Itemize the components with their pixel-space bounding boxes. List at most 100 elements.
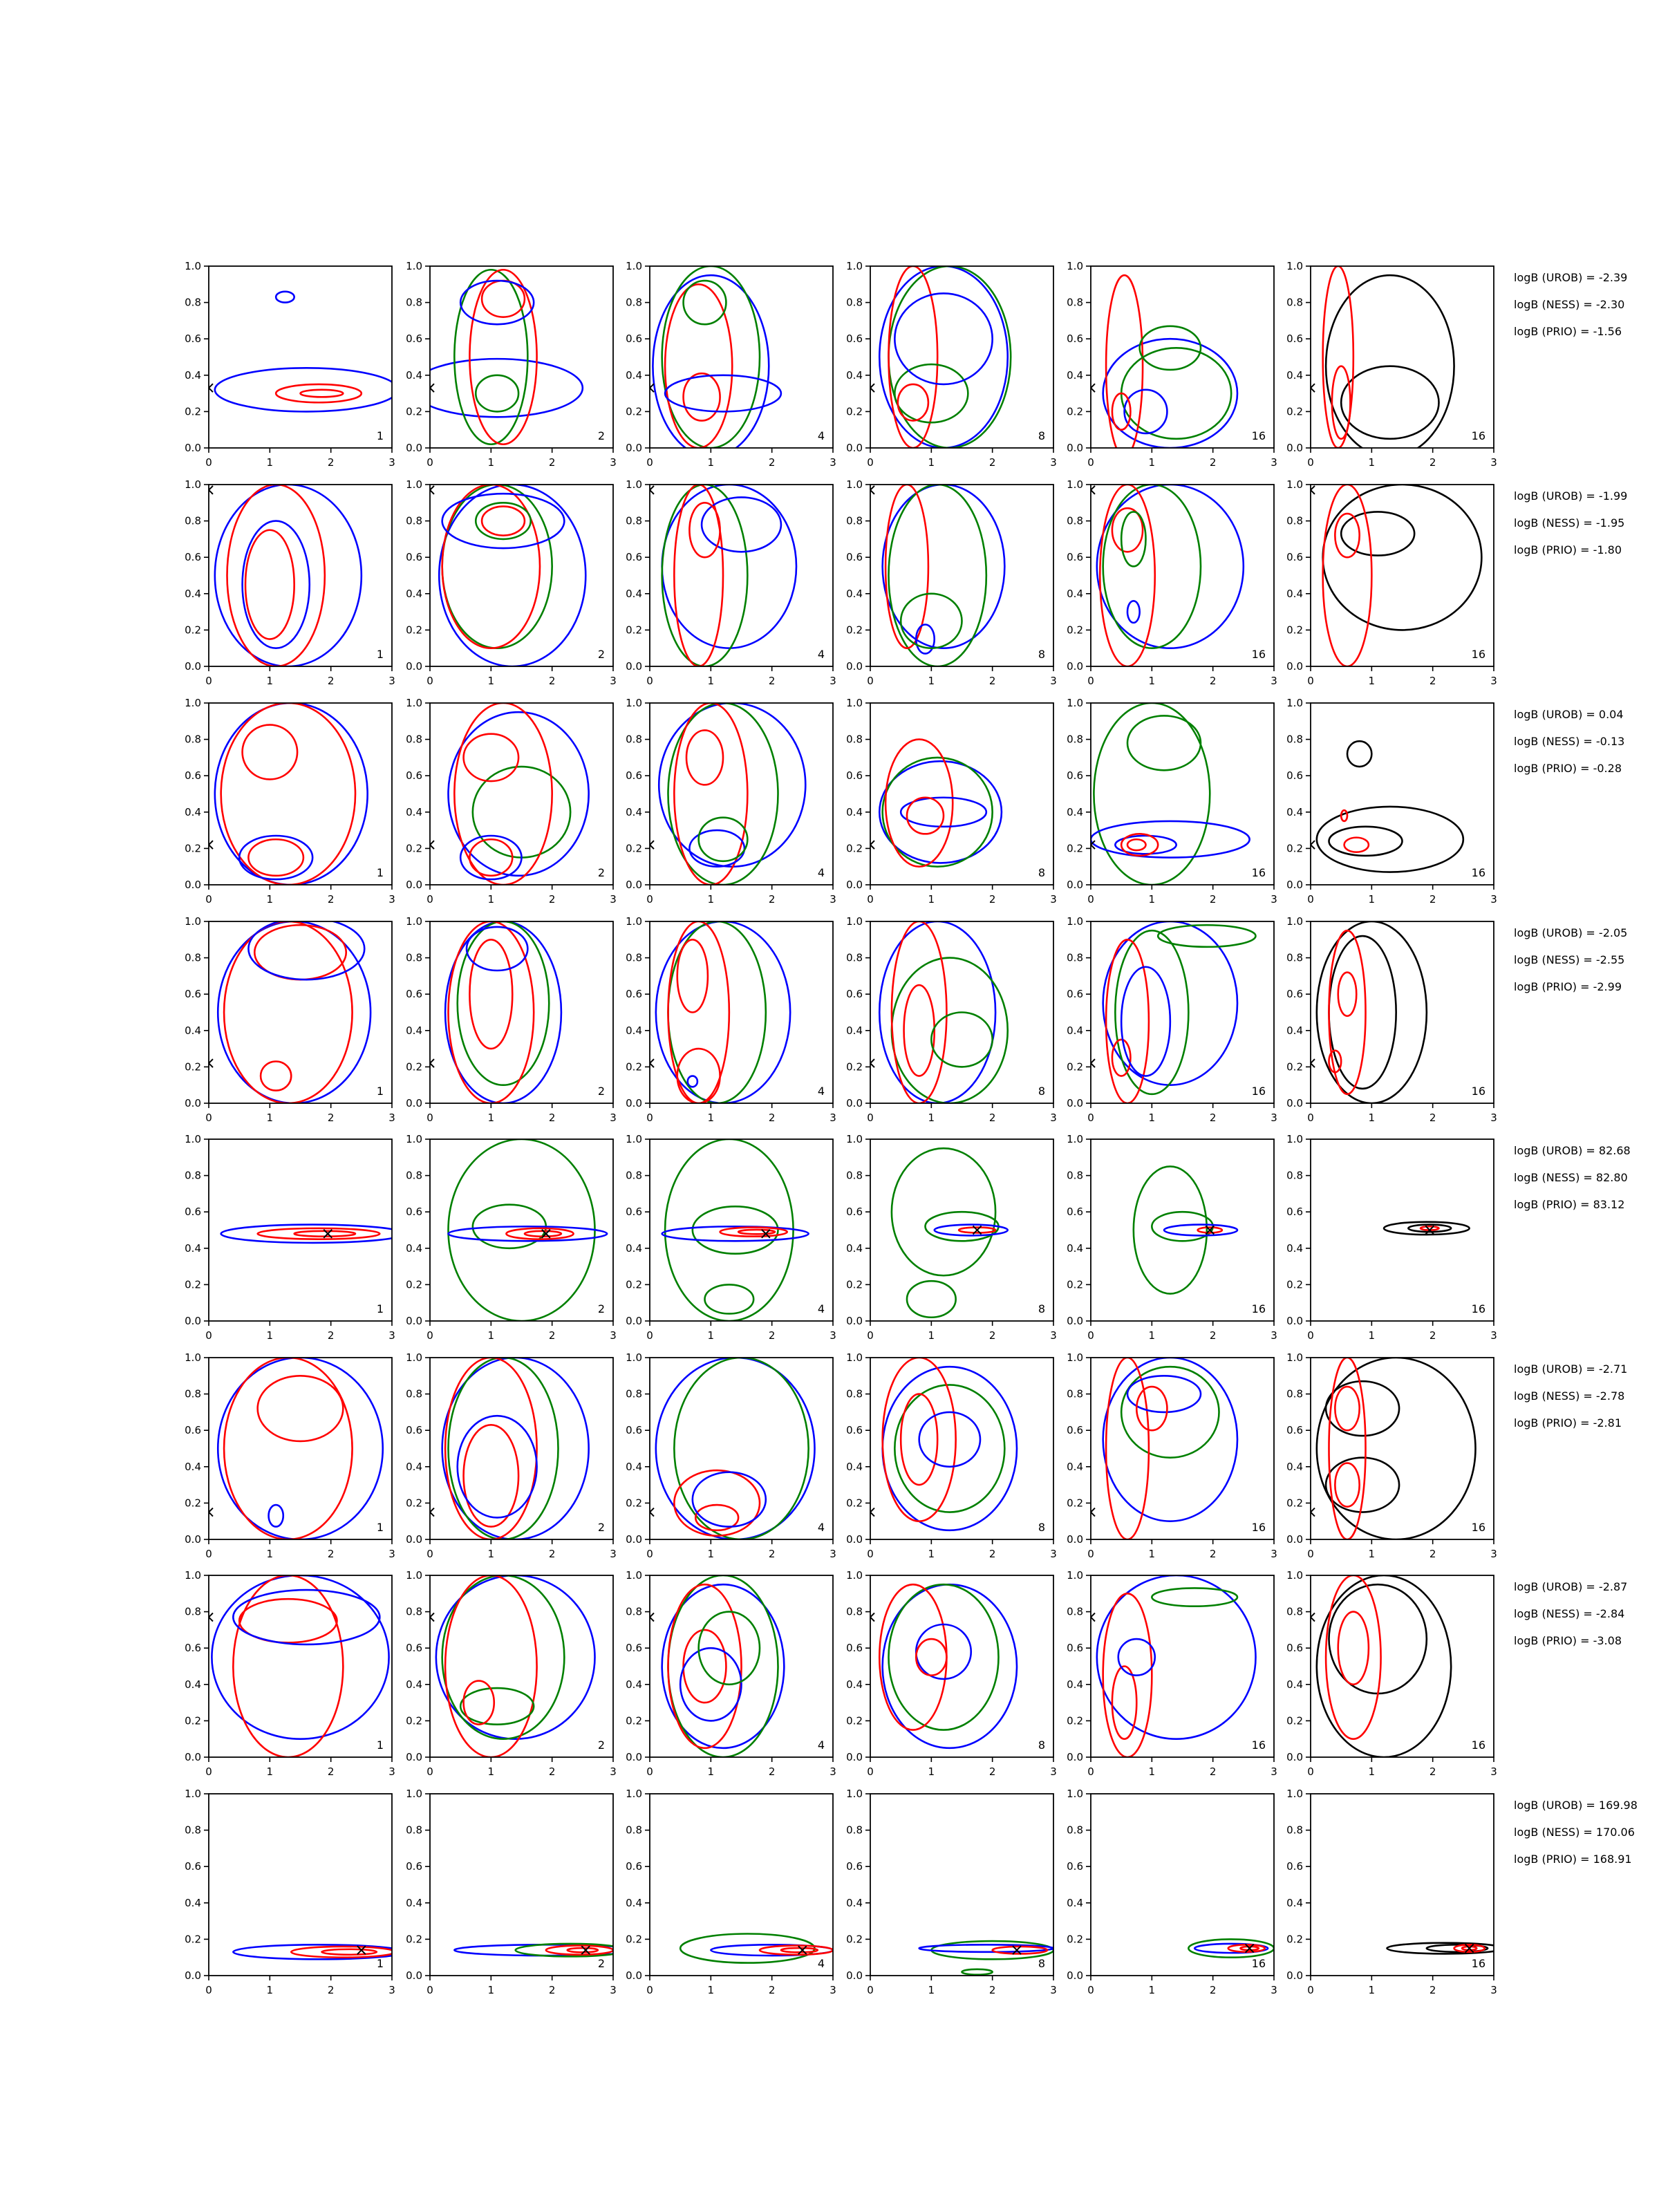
y-tick-label: 0.0	[406, 1969, 422, 1982]
y-tick-label: 0.0	[185, 1533, 201, 1546]
contour-lines	[870, 921, 1009, 1103]
contour-panel: 0 1 2 3 0.0 0.2 0.4 0.6 0.8 1.0 16	[1067, 915, 1277, 1124]
contour-line-red	[1102, 1593, 1153, 1757]
y-tick-label: 0.0	[185, 879, 201, 891]
y-tick-label: 1.0	[1067, 1133, 1083, 1145]
contour-line-blue	[441, 492, 565, 550]
y-tick-label: 0.8	[1286, 515, 1303, 527]
axes-frame	[1310, 1575, 1494, 1758]
y-tick-label: 0.0	[1286, 1533, 1303, 1546]
axes-frame	[429, 702, 614, 885]
panel-label: 2	[598, 866, 605, 879]
contour-line-red	[238, 1597, 338, 1644]
contour-line-red	[441, 485, 541, 649]
x-tick-label: 2	[549, 1765, 556, 1778]
panel-label: 2	[598, 1957, 605, 1970]
contour-line-black	[1328, 825, 1403, 857]
contour-panel: 0 1 2 3 0.0 0.2 0.4 0.6 0.8 1.0 16	[1286, 1788, 1497, 1996]
x-tick-label: 0	[427, 1984, 433, 1996]
contour-lines	[430, 1575, 596, 1757]
contour-line-black	[1425, 1943, 1489, 1953]
y-tick-label: 1.0	[846, 1788, 863, 1800]
contour-lines	[453, 1942, 613, 1958]
x-tick-label: 2	[328, 893, 335, 906]
truth-marker	[323, 1229, 332, 1239]
y-tick-label: 0.0	[1286, 442, 1303, 454]
x-tick-label: 2	[549, 1984, 556, 1996]
y-tick-label: 1.0	[1286, 1133, 1303, 1145]
panel-label: 4	[818, 429, 825, 442]
truth-marker	[870, 1612, 875, 1622]
axes-frame	[870, 265, 1054, 449]
contour-line-red	[957, 1226, 997, 1234]
contour-line-red	[1343, 836, 1370, 853]
panel-label: 4	[818, 1521, 825, 1534]
truth-marker	[870, 485, 875, 495]
x-tick-label: 1	[267, 1329, 274, 1342]
contour-lines	[1382, 1221, 1470, 1236]
logb-annotation: logB (PRIO) = -1.56	[1514, 325, 1622, 338]
y-tick-label: 0.4	[185, 1024, 201, 1037]
contour-line-blue	[664, 374, 782, 413]
contour-line-blue	[216, 921, 372, 1103]
truth-marker	[870, 840, 875, 850]
x-tick-label: 3	[610, 1329, 617, 1342]
contour-lines	[679, 1933, 833, 1964]
contour-line-green	[682, 279, 727, 326]
contour-line-red	[290, 1945, 392, 1958]
contour-line-red	[469, 268, 538, 446]
axes-frame	[1090, 921, 1275, 1104]
truth-marker	[541, 1229, 551, 1239]
contour-line-red	[673, 703, 749, 885]
truth-marker	[1012, 1945, 1022, 1955]
y-tick-label: 0.0	[406, 1751, 422, 1763]
contour-panel: 0 1 2 3 0.0 0.2 0.4 0.6 0.8 1.0 2	[406, 1788, 617, 1996]
y-tick-label: 0.6	[626, 332, 642, 345]
x-tick-label: 0	[205, 1112, 212, 1124]
contour-lines	[650, 703, 807, 885]
y-tick-label: 1.0	[406, 1351, 422, 1364]
contour-line-green	[441, 1575, 565, 1740]
contour-panel: 0 1 2 3 0.0 0.2 0.4 0.6 0.8 1.0 16	[1286, 697, 1497, 906]
x-tick-label: 0	[646, 1112, 653, 1124]
contour-line-blue	[1120, 966, 1172, 1077]
contour-panel: 0 1 2 3 0.0 0.2 0.4 0.6 0.8 1.0 1	[185, 1569, 395, 1778]
contour-line-blue	[1102, 1358, 1239, 1522]
contour-lines	[890, 1147, 1009, 1319]
contour-line-blue	[232, 1588, 381, 1646]
contour-panel: 0 1 2 3 0.0 0.2 0.4 0.6 0.8 1.0 8	[846, 1569, 1057, 1778]
contour-line-green	[1093, 703, 1211, 885]
contour-line-green	[899, 592, 963, 649]
y-tick-label: 0.0	[1286, 1969, 1303, 1982]
y-tick-label: 0.6	[1286, 1424, 1303, 1436]
panel-label: 16	[1472, 1738, 1485, 1752]
x-tick-label: 1	[708, 1765, 715, 1778]
axes-frame	[649, 702, 834, 885]
x-tick-label: 1	[928, 1329, 935, 1342]
y-tick-label: 0.2	[1067, 405, 1083, 418]
axes-frame	[1090, 265, 1275, 449]
contour-lines	[650, 921, 791, 1103]
panel-label: 16	[1252, 1085, 1266, 1098]
contour-panel: 0 1 2 3 0.0 0.2 0.4 0.6 0.8 1.0 16	[1286, 1569, 1497, 1778]
y-tick-label: 1.0	[1067, 697, 1083, 709]
contour-line-red	[737, 1228, 776, 1235]
contour-line-green	[888, 485, 988, 666]
axes-frame	[1310, 484, 1494, 667]
contour-panel: 0 1 2 3 0.0 0.2 0.4 0.6 0.8 1.0 4	[626, 915, 836, 1124]
contour-lines	[209, 290, 392, 413]
contour-panel: 0 1 2 3 0.0 0.2 0.4 0.6 0.8 1.0 2	[406, 260, 617, 469]
contour-lines	[209, 1575, 390, 1757]
contour-line-green	[1188, 1938, 1274, 1958]
contour-line-blue	[459, 834, 523, 881]
y-tick-label: 0.8	[1286, 952, 1303, 964]
x-tick-label: 1	[1369, 1329, 1376, 1342]
y-tick-label: 0.0	[1286, 1097, 1303, 1109]
contour-panel: 0 1 2 3 0.0 0.2 0.4 0.6 0.8 1.0 1	[185, 915, 395, 1124]
panel-label: 8	[1038, 1521, 1045, 1534]
y-tick-label: 1.0	[406, 1133, 422, 1145]
y-tick-label: 0.4	[406, 1024, 422, 1037]
y-tick-label: 1.0	[846, 1133, 863, 1145]
y-tick-label: 0.0	[1067, 1969, 1083, 1982]
truth-marker	[798, 1945, 807, 1955]
